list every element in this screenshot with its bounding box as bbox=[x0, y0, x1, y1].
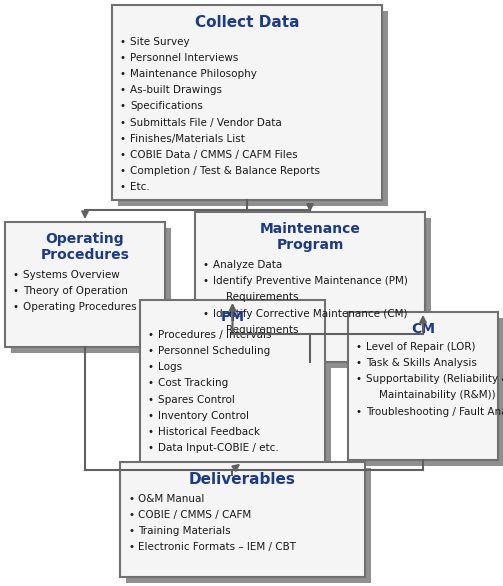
Text: Systems Overview: Systems Overview bbox=[23, 270, 120, 280]
FancyBboxPatch shape bbox=[348, 312, 498, 460]
FancyBboxPatch shape bbox=[11, 228, 171, 353]
Text: Electronic Formats – IEM / CBT: Electronic Formats – IEM / CBT bbox=[138, 542, 296, 552]
Text: •: • bbox=[13, 270, 19, 280]
Text: •: • bbox=[120, 150, 126, 160]
Text: •: • bbox=[356, 407, 362, 417]
Text: Collect Data: Collect Data bbox=[195, 15, 299, 30]
Text: Requirements: Requirements bbox=[213, 325, 298, 335]
Text: Personnel Scheduling: Personnel Scheduling bbox=[158, 346, 270, 356]
Text: •: • bbox=[128, 510, 134, 520]
Text: Troubleshooting / Fault Analysis: Troubleshooting / Fault Analysis bbox=[366, 407, 503, 417]
Text: Supportability (Reliability &: Supportability (Reliability & bbox=[366, 374, 503, 384]
Text: •: • bbox=[203, 276, 209, 286]
Text: Data Input-COBIE / etc.: Data Input-COBIE / etc. bbox=[158, 443, 279, 453]
FancyBboxPatch shape bbox=[112, 5, 382, 200]
Text: Maintenance
Program: Maintenance Program bbox=[260, 222, 361, 251]
Text: •: • bbox=[148, 346, 154, 356]
Text: •: • bbox=[13, 286, 19, 297]
Text: Etc.: Etc. bbox=[130, 182, 150, 192]
Text: Task & Skills Analysis: Task & Skills Analysis bbox=[366, 358, 477, 368]
Text: •: • bbox=[128, 542, 134, 552]
Text: •: • bbox=[120, 182, 126, 192]
Text: Maintenance Philosophy: Maintenance Philosophy bbox=[130, 69, 257, 79]
Text: Training Materials: Training Materials bbox=[138, 526, 230, 536]
Text: Deliverables: Deliverables bbox=[189, 472, 296, 487]
Text: •: • bbox=[120, 53, 126, 63]
Text: PM: PM bbox=[220, 310, 244, 324]
Text: •: • bbox=[148, 330, 154, 340]
Text: •: • bbox=[356, 358, 362, 368]
Text: Operating
Procedures: Operating Procedures bbox=[41, 232, 129, 262]
Text: •: • bbox=[356, 342, 362, 352]
FancyBboxPatch shape bbox=[120, 462, 365, 577]
Text: •: • bbox=[148, 427, 154, 437]
Text: Identify Preventive Maintenance (PM): Identify Preventive Maintenance (PM) bbox=[213, 276, 408, 286]
FancyBboxPatch shape bbox=[201, 218, 431, 368]
Text: Requirements: Requirements bbox=[213, 292, 298, 302]
Text: COBIE Data / CMMS / CAFM Files: COBIE Data / CMMS / CAFM Files bbox=[130, 150, 298, 160]
Text: •: • bbox=[120, 86, 126, 96]
Text: •: • bbox=[148, 443, 154, 453]
Text: Historical Feedback: Historical Feedback bbox=[158, 427, 260, 437]
Text: Maintainability (R&M)): Maintainability (R&M)) bbox=[366, 390, 495, 400]
Text: Procedures / Intervals: Procedures / Intervals bbox=[158, 330, 272, 340]
Text: •: • bbox=[148, 411, 154, 421]
Text: •: • bbox=[13, 302, 19, 312]
Text: COBIE / CMMS / CAFM: COBIE / CMMS / CAFM bbox=[138, 510, 252, 520]
Text: •: • bbox=[120, 69, 126, 79]
Text: Specifications: Specifications bbox=[130, 101, 203, 111]
Text: •: • bbox=[120, 166, 126, 176]
Text: •: • bbox=[203, 309, 209, 319]
Text: •: • bbox=[128, 526, 134, 536]
Text: Operating Procedures: Operating Procedures bbox=[23, 302, 137, 312]
Text: •: • bbox=[148, 394, 154, 405]
Text: Finishes/Materials List: Finishes/Materials List bbox=[130, 134, 245, 144]
Text: Identify Corrective Maintenance (CM): Identify Corrective Maintenance (CM) bbox=[213, 309, 407, 319]
FancyBboxPatch shape bbox=[146, 306, 331, 481]
Text: Inventory Control: Inventory Control bbox=[158, 411, 249, 421]
Text: •: • bbox=[120, 101, 126, 111]
Text: CM: CM bbox=[411, 322, 435, 336]
Text: •: • bbox=[203, 260, 209, 270]
Text: Spares Control: Spares Control bbox=[158, 394, 235, 405]
FancyBboxPatch shape bbox=[140, 300, 325, 475]
Text: •: • bbox=[120, 134, 126, 144]
Text: •: • bbox=[120, 118, 126, 128]
FancyBboxPatch shape bbox=[195, 212, 425, 362]
FancyBboxPatch shape bbox=[5, 222, 165, 347]
FancyBboxPatch shape bbox=[126, 468, 371, 583]
Text: •: • bbox=[128, 494, 134, 504]
FancyBboxPatch shape bbox=[354, 318, 503, 466]
Text: •: • bbox=[120, 37, 126, 47]
Text: O&M Manual: O&M Manual bbox=[138, 494, 204, 504]
Text: •: • bbox=[356, 374, 362, 384]
Text: Site Survey: Site Survey bbox=[130, 37, 190, 47]
Text: Theory of Operation: Theory of Operation bbox=[23, 286, 128, 297]
Text: Cost Tracking: Cost Tracking bbox=[158, 379, 228, 389]
Text: Analyze Data: Analyze Data bbox=[213, 260, 282, 270]
Text: As-built Drawings: As-built Drawings bbox=[130, 86, 222, 96]
Text: Submittals File / Vendor Data: Submittals File / Vendor Data bbox=[130, 118, 282, 128]
Text: Level of Repair (LOR): Level of Repair (LOR) bbox=[366, 342, 475, 352]
Text: Completion / Test & Balance Reports: Completion / Test & Balance Reports bbox=[130, 166, 320, 176]
Text: Logs: Logs bbox=[158, 362, 182, 372]
Text: •: • bbox=[148, 379, 154, 389]
Text: Personnel Interviews: Personnel Interviews bbox=[130, 53, 238, 63]
FancyBboxPatch shape bbox=[118, 11, 388, 206]
Text: •: • bbox=[148, 362, 154, 372]
